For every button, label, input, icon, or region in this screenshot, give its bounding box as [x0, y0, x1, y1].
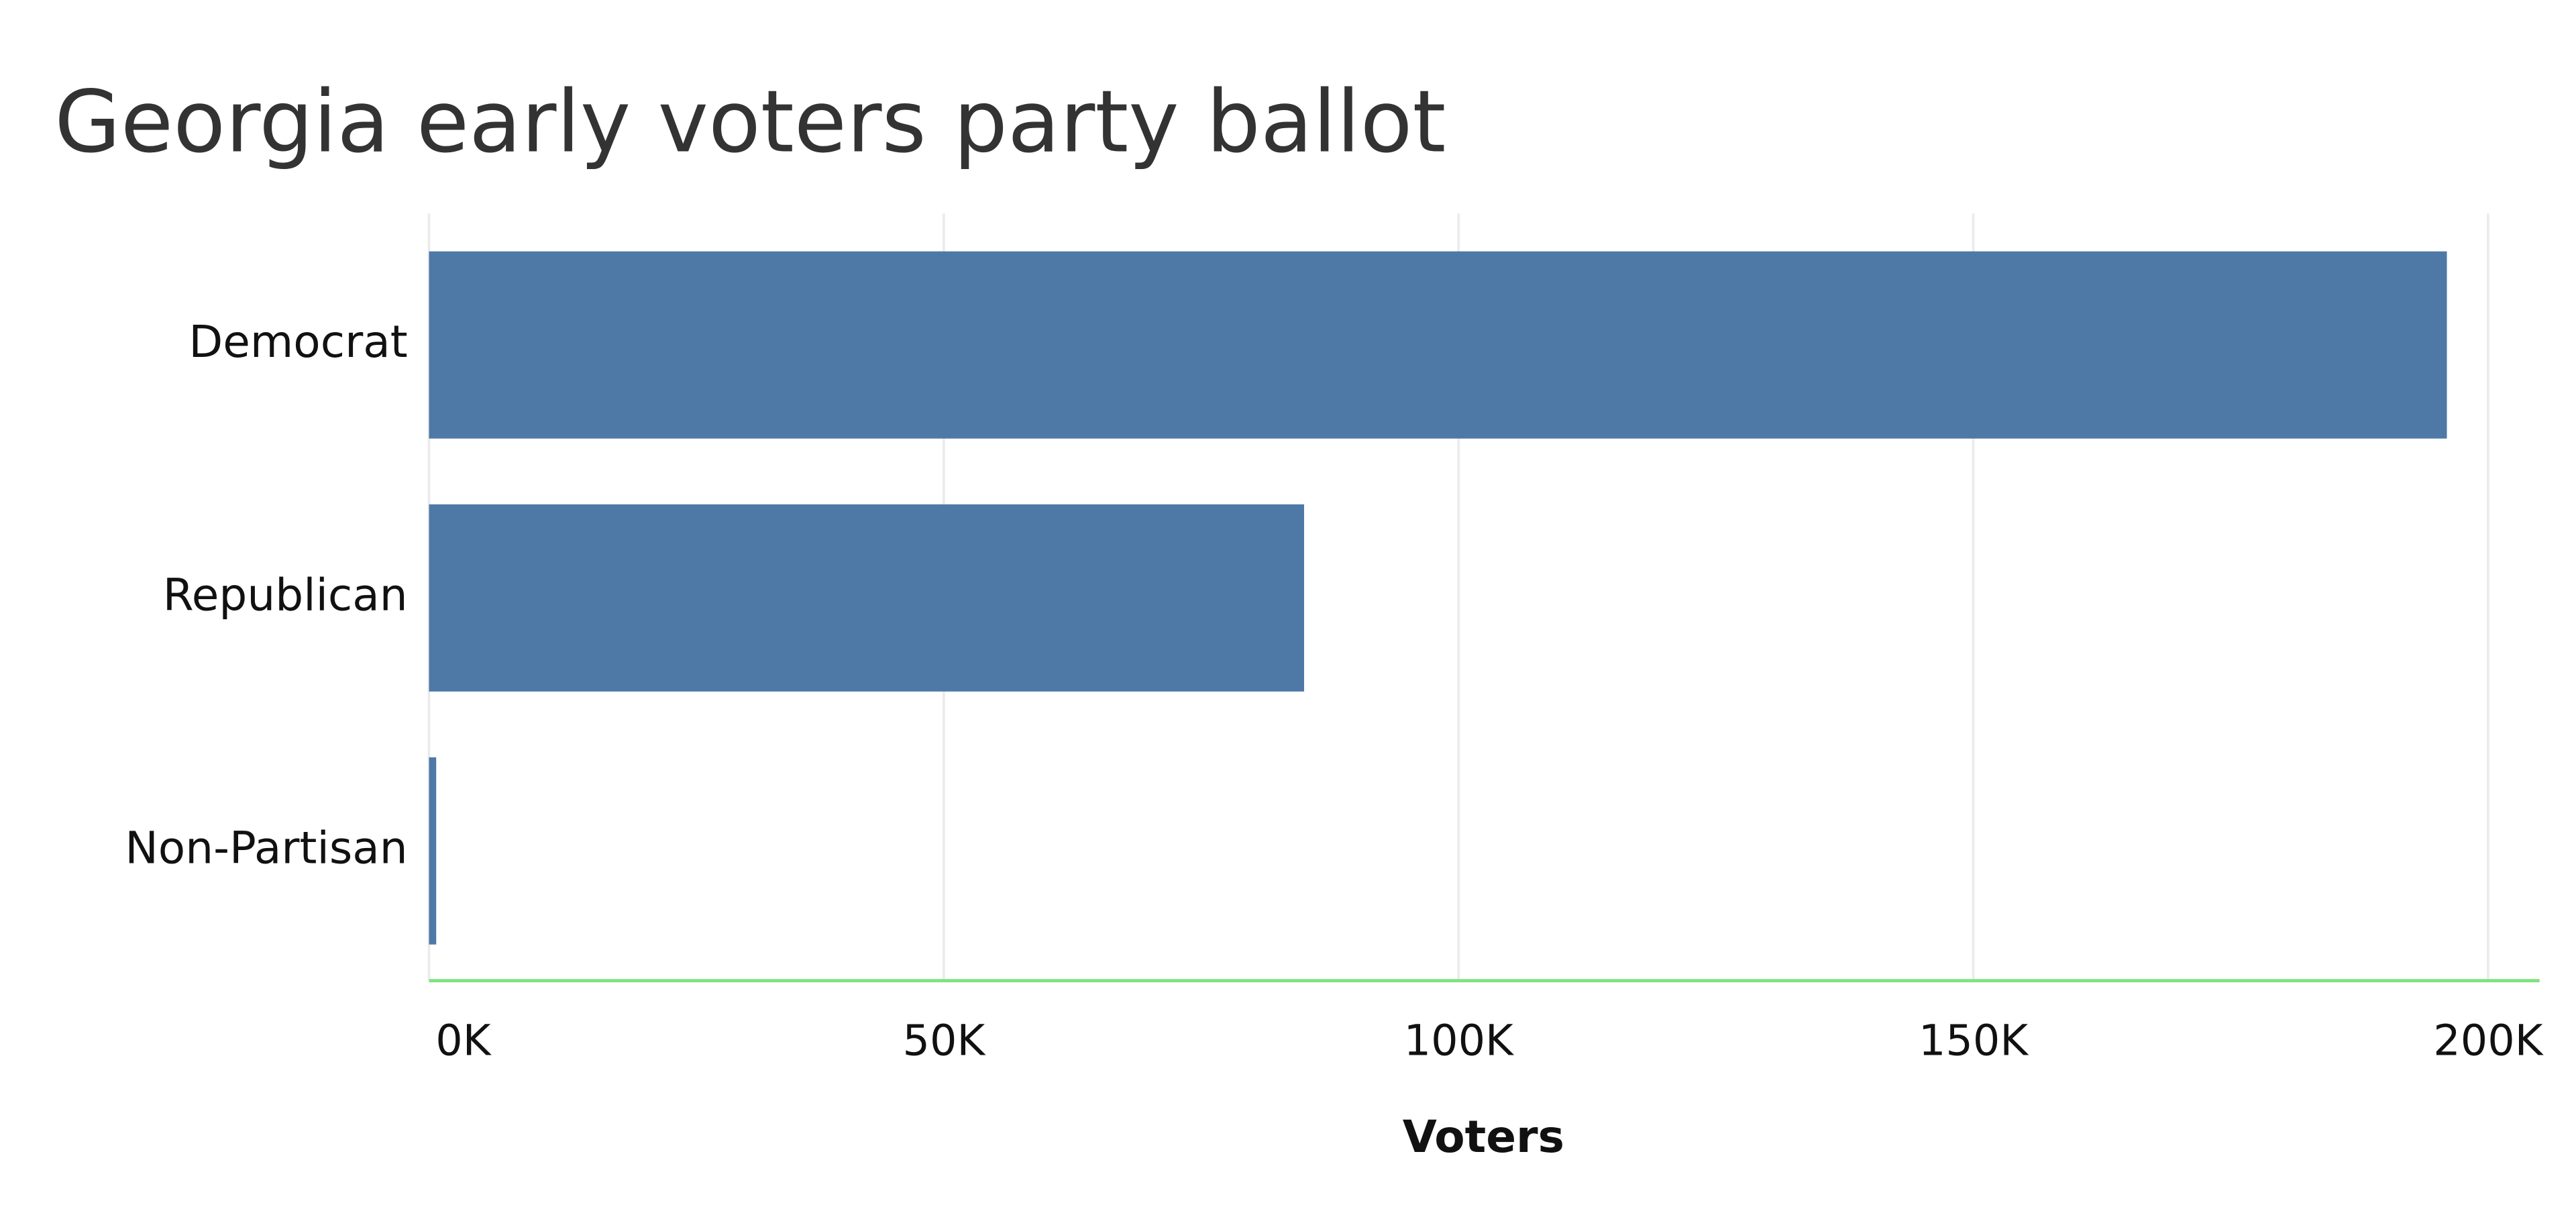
bar: [429, 757, 437, 945]
x-tick-label: 200K: [2433, 1016, 2544, 1065]
chart-title: Georgia early voters party ballot: [54, 73, 1446, 172]
x-tick-label: 150K: [1919, 1016, 2029, 1065]
bar: [429, 251, 2447, 439]
y-tick-label: Democrat: [189, 316, 407, 368]
x-tick-label: 50K: [902, 1016, 986, 1065]
x-axis-label: Voters: [1403, 1111, 1564, 1163]
x-tick-label: 100K: [1404, 1016, 1515, 1065]
y-tick-label: Non-Partisan: [125, 822, 407, 874]
x-tick-label: 0K: [435, 1016, 492, 1065]
y-tick-label: Republican: [163, 569, 408, 621]
bar: [429, 504, 1305, 692]
